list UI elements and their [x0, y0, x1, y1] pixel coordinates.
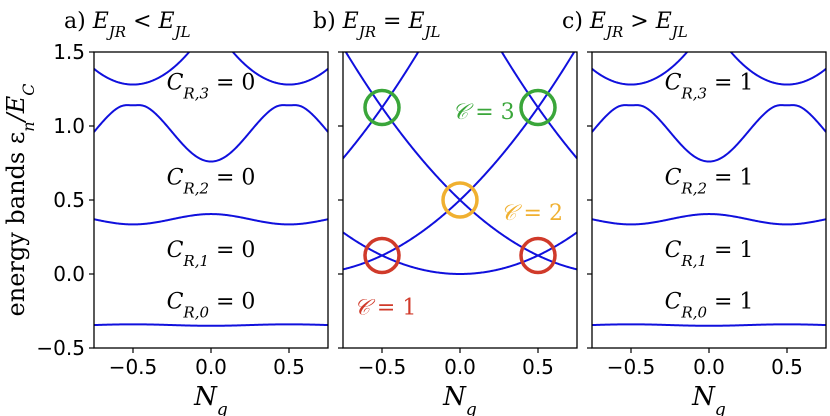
band-line-parabola-n-2 — [343, 52, 420, 160]
crossing-circle-4 — [519, 236, 557, 275]
annotation-label: CR,1 = 0 — [167, 238, 256, 270]
panels: −0.5 0.0 0.5 −0.5 0.0 0.5 1.0 1.5 Ng a) EJR < EJL… — [36, 9, 827, 416]
x-tick-label: 0.5 — [273, 355, 305, 379]
panel-title: b) EJR = EJL — [313, 9, 441, 41]
band-line-band0 — [592, 323, 826, 327]
bands — [343, 52, 577, 275]
x-tick-label: −0.5 — [109, 355, 158, 379]
x-axis-title: Ng — [442, 382, 477, 416]
x-tick-label: −0.5 — [358, 355, 407, 379]
annotation-label: CR,2 = 0 — [167, 165, 256, 197]
annotation-label: CR,1 = 1 — [665, 238, 754, 270]
bands — [94, 52, 328, 327]
x-axis-title: Ng — [691, 382, 726, 416]
annotation-label: 𝒞 = 2 — [501, 201, 563, 226]
x-tick-label: −0.5 — [607, 355, 656, 379]
annotation-label: CR,0 = 0 — [167, 290, 256, 322]
y-tick-label: 0.5 — [53, 188, 85, 212]
crossing-circle-2 — [441, 181, 479, 219]
y-tick-label: 0.0 — [53, 262, 85, 286]
annotation-label: 𝒞 = 1 — [354, 296, 416, 321]
panel-1: −0.5 0.0 0.5 Ng b) EJR = EJL 𝒞 = 3 𝒞 = 2 𝒞 = 1 — [313, 9, 578, 416]
x-tick-label: 0.0 — [693, 355, 725, 379]
x-tick-label: 0.5 — [522, 355, 554, 379]
annotation-label: CR,3 = 1 — [665, 71, 754, 103]
band-line-band3 — [592, 52, 826, 86]
y-tick-label: −0.5 — [36, 336, 85, 360]
y-tick-label: 1.5 — [53, 40, 85, 64]
panel-0: −0.5 0.0 0.5 −0.5 0.0 0.5 1.0 1.5 Ng a) EJR < EJL… — [36, 9, 329, 416]
annotation-label: 𝒞 = 3 — [452, 100, 514, 125]
crossing-circle-1 — [519, 88, 557, 127]
band-line-parabola-n2 — [500, 52, 577, 160]
panel-title: c) EJR > EJL — [562, 9, 688, 41]
band-line-parabola-n-1 — [343, 52, 576, 271]
panel-2: −0.5 0.0 0.5 Ng c) EJR > EJL CR,3 = 1 CR,2 = 1… — [562, 9, 827, 416]
annotation-label: CR,3 = 0 — [167, 71, 256, 103]
x-tick-label: 0.5 — [771, 355, 803, 379]
panel-title: a) EJR < EJL — [64, 9, 191, 41]
y-tick-label: 1.0 — [53, 114, 85, 138]
bands — [592, 52, 826, 327]
y-axis-label: energy bands εn/EC — [2, 84, 38, 317]
band-line-parabola-n1 — [344, 52, 577, 271]
band-line-band1 — [592, 213, 826, 226]
x-tick-label: 0.0 — [195, 355, 227, 379]
band-line-band2 — [94, 104, 328, 163]
band-line-band3 — [94, 52, 328, 86]
x-tick-label: 0.0 — [444, 355, 476, 379]
y-axis-title: energy bands εn/EC — [2, 84, 38, 317]
crossing-circle-0 — [363, 88, 401, 127]
x-axis-title: Ng — [193, 382, 228, 416]
annotation-label: CR,0 = 1 — [665, 290, 754, 322]
crossing-circle-3 — [363, 236, 401, 275]
band-line-band2 — [592, 104, 826, 163]
band-line-band0 — [94, 323, 328, 327]
band-line-band1 — [94, 213, 328, 226]
annotation-label: CR,2 = 1 — [665, 165, 754, 197]
